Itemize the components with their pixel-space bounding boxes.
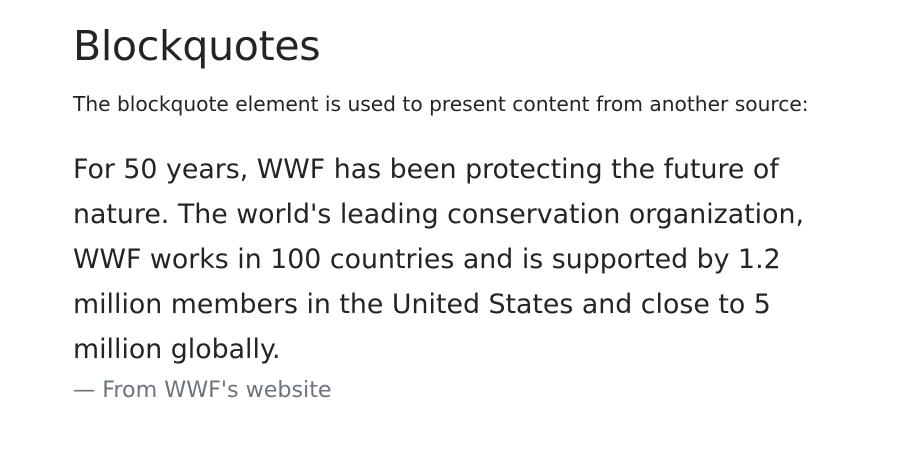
page-title: Blockquotes [73, 22, 321, 70]
blockquote: For 50 years, WWF has been protecting th… [73, 147, 863, 408]
blockquote-footer: — From WWF's website [73, 377, 332, 403]
intro-paragraph: The blockquote element is used to presen… [73, 92, 809, 116]
content-container: Blockquotes The blockquote element is us… [73, 0, 863, 408]
blockquote-text: For 50 years, WWF has been protecting th… [73, 154, 804, 365]
